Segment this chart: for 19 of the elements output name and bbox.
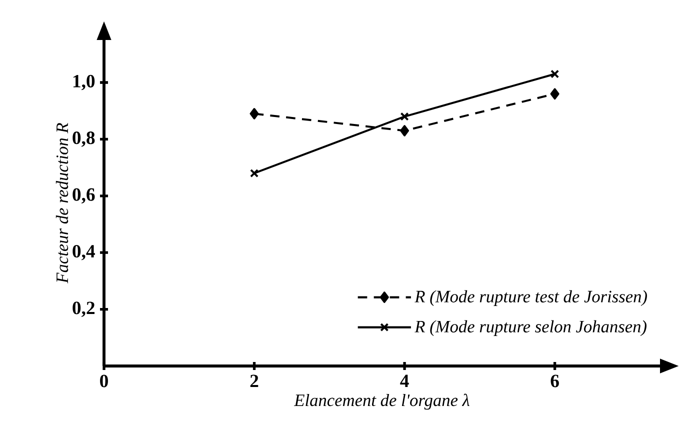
point: [250, 108, 259, 120]
point: [250, 168, 259, 178]
x-tick-label: 2: [250, 374, 258, 388]
point: [550, 88, 560, 100]
point: [400, 112, 409, 121]
y-tick-label: 0,8: [72, 132, 95, 147]
x-tick-label: 4: [400, 374, 409, 387]
x-tick-label: 0: [100, 374, 108, 388]
y-tick-label: 1,0: [73, 74, 95, 90]
y-tick-label: 0,2: [72, 302, 94, 317]
y-tick-label: 0,4: [72, 244, 95, 260]
point: [400, 125, 410, 136]
legend-label: R (Mode rupture selon Johansen): [414, 320, 646, 336]
point: [550, 70, 560, 78]
x-axis-title: Elancement de l'organe λ: [294, 394, 470, 410]
y-axis-title: Facteur de reduction R: [56, 122, 68, 284]
legend-label: R (Mode rupture test de Jorissen): [414, 290, 647, 306]
y-tick-label: 0,6: [72, 188, 95, 204]
x-tick-label: 6: [550, 374, 559, 388]
